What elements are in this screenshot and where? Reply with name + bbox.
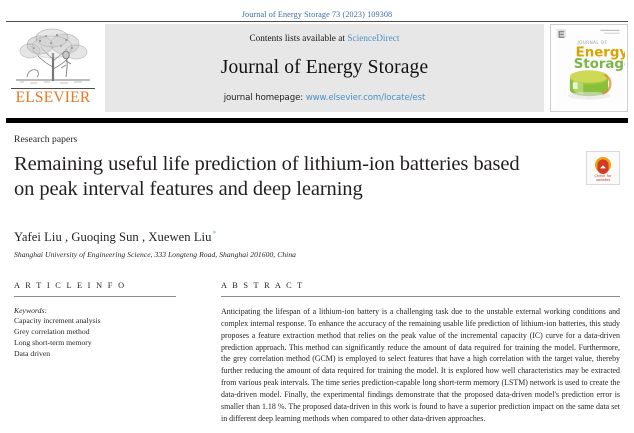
journal-masthead: ELSEVIER Contents lists available at Sci…	[6, 21, 628, 113]
contents-lists-prefix: Contents lists available at	[249, 33, 348, 43]
homepage-link[interactable]: www.elsevier.com/locate/est	[305, 93, 426, 103]
journal-homepage-line: journal homepage: www.elsevier.com/locat…	[224, 93, 426, 103]
article-info-column: A R T I C L E I N F O Keywords: Capacity…	[14, 281, 197, 432]
abstract-rule	[221, 295, 620, 297]
keywords-list: Capacity increment analysis Grey correla…	[14, 315, 197, 360]
list-item: Grey correlation method	[14, 327, 90, 337]
abstract-column: A B S T R A C T Anticipating the lifespa…	[197, 281, 620, 432]
journal-cover-icon: JOURNAL OF Energy Storage	[554, 27, 625, 109]
article-front-matter: Research papers Remaining useful life pr…	[0, 134, 634, 432]
article-info-heading: A R T I C L E I N F O	[14, 280, 126, 290]
svg-text:updates: updates	[596, 178, 611, 182]
author-names: Yafei Liu , Guoqing Sun , Xuewen Liu	[14, 229, 212, 244]
masthead-top-rule	[6, 21, 628, 22]
author-affiliation: Shanghai University of Engineering Scien…	[14, 249, 297, 259]
list-item: Data driven	[14, 349, 51, 359]
svg-text:Storage: Storage	[574, 57, 625, 72]
svg-text:JOURNAL OF: JOURNAL OF	[577, 40, 608, 45]
homepage-prefix: journal homepage:	[223, 93, 306, 103]
abstract-heading: A B S T R A C T	[221, 280, 305, 290]
elsevier-tree-icon	[16, 28, 90, 84]
elsevier-logo[interactable]: ELSEVIER	[6, 24, 100, 112]
masthead-black-bar	[6, 118, 628, 123]
crossmark-badge[interactable]: Check for updates	[586, 151, 620, 185]
sciencedirect-link[interactable]: ScienceDirect	[347, 33, 400, 43]
article-info-rule	[14, 295, 176, 297]
crossmark-badge-icon: Check for updates	[588, 153, 618, 183]
article-section-type: Research papers	[14, 134, 78, 145]
svg-text:Check for: Check for	[594, 174, 612, 178]
svg-text:Energy: Energy	[576, 46, 625, 61]
author-list: Yafei Liu , Guoqing Sun , Xuewen Liu*	[14, 229, 620, 245]
running-head-citation: Journal of Energy Storage 73 (2023) 1093…	[241, 10, 393, 19]
masthead-band: Contents lists available at ScienceDirec…	[105, 24, 544, 112]
article-title: Remaining useful life prediction of lith…	[14, 153, 520, 200]
abstract-text: Anticipating the lifespan of a lithium-i…	[221, 306, 620, 423]
contents-lists-line: Contents lists available at ScienceDirec…	[249, 33, 399, 43]
keywords-label: Keywords:	[14, 305, 48, 315]
list-item: Capacity increment analysis	[14, 315, 101, 325]
journal-cover-thumbnail[interactable]: JOURNAL OF Energy Storage	[550, 24, 628, 112]
title-row: Remaining useful life prediction of lith…	[14, 145, 620, 216]
journal-title: Journal of Energy Storage	[220, 57, 429, 78]
front-matter-columns: A R T I C L E I N F O Keywords: Capacity…	[14, 281, 620, 432]
masthead-row: ELSEVIER Contents lists available at Sci…	[6, 24, 628, 112]
elsevier-logo-rule	[11, 88, 95, 90]
list-item: Long short-term memory	[14, 338, 92, 348]
corresponding-author-marker[interactable]: *	[212, 228, 217, 238]
elsevier-wordmark: ELSEVIER	[15, 89, 91, 107]
